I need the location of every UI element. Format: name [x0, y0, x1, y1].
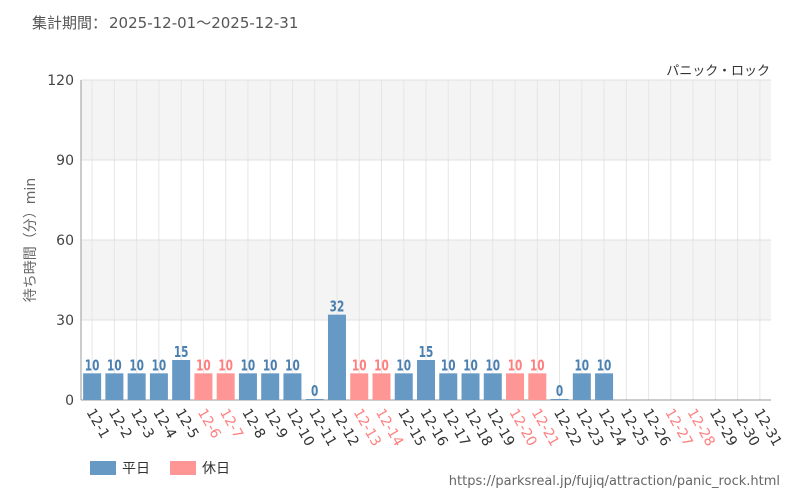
period-label: 集計期間： [32, 14, 108, 32]
bar-12-11 [305, 399, 324, 400]
legend-label-holiday: 休日 [202, 461, 230, 477]
data-label-12-3: 10 [129, 358, 144, 375]
data-label-12-5: 15 [174, 345, 189, 362]
source-url[interactable]: https://parksreal.jp/fujiq/attraction/pa… [448, 474, 780, 489]
data-label-12-24: 10 [597, 358, 612, 375]
bar-12-4 [149, 373, 168, 400]
bar-12-14 [372, 373, 391, 400]
bar-12-6 [194, 373, 213, 400]
data-label-12-12: 32 [330, 299, 345, 316]
y-tick-label: 30 [56, 313, 74, 329]
bar-12-12 [327, 314, 346, 400]
bar-12-24 [595, 373, 614, 400]
y-tick-label: 60 [56, 233, 74, 249]
data-label-12-13: 10 [352, 358, 367, 375]
bar-12-13 [350, 373, 369, 400]
data-label-12-15: 10 [396, 358, 411, 375]
legend: 平日 休日 [90, 458, 230, 478]
period-value: 2025-12-01〜2025-12-31 [109, 14, 299, 32]
data-label-12-16: 15 [419, 345, 434, 362]
bar-12-3 [127, 373, 146, 400]
data-label-12-2: 10 [107, 358, 122, 375]
period-header: 集計期間： 2025-12-01〜2025-12-31 [32, 12, 298, 33]
bar-12-16 [417, 360, 435, 400]
bar-12-9 [261, 373, 280, 400]
bar-12-1 [83, 373, 102, 400]
y-tick-label: 120 [47, 73, 74, 89]
bar-12-7 [216, 373, 235, 400]
bar-12-15 [394, 373, 413, 400]
data-label-12-8: 10 [241, 358, 256, 375]
bar-12-2 [105, 373, 124, 400]
data-label-12-23: 10 [574, 358, 589, 375]
bar-12-18 [461, 373, 480, 400]
data-label-12-17: 10 [441, 358, 456, 375]
bar-12-5 [172, 360, 191, 400]
legend-swatch-weekday [90, 461, 116, 475]
data-label-12-21: 10 [530, 358, 545, 375]
data-label-12-18: 10 [463, 358, 478, 375]
bar-12-23 [572, 373, 591, 400]
data-label-12-20: 10 [508, 358, 523, 375]
y-tick-label: 0 [65, 393, 74, 409]
data-label-12-10: 10 [285, 358, 300, 375]
bar-12-17 [439, 373, 458, 400]
y-tick-label: 90 [56, 153, 74, 169]
bar-12-10 [283, 373, 302, 400]
data-label-12-9: 10 [263, 358, 278, 375]
bar-12-20 [506, 373, 525, 400]
data-label-12-6: 10 [196, 358, 211, 375]
legend-item-holiday[interactable]: 休日 [170, 458, 230, 478]
bar-12-22 [550, 399, 569, 400]
legend-label-weekday: 平日 [122, 461, 150, 477]
data-label-12-14: 10 [374, 358, 389, 375]
legend-swatch-holiday [170, 461, 196, 475]
bar-12-19 [483, 373, 502, 400]
data-label-12-19: 10 [485, 358, 500, 375]
chart-title: パニック・ロック [666, 64, 770, 79]
legend-item-weekday[interactable]: 平日 [90, 458, 150, 478]
bar-12-8 [238, 373, 257, 400]
bar-12-21 [528, 373, 547, 400]
data-label-12-7: 10 [218, 358, 233, 375]
data-label-12-1: 10 [85, 358, 100, 375]
data-label-12-22: 0 [556, 384, 563, 401]
data-label-12-11: 0 [311, 384, 318, 401]
data-label-12-4: 10 [152, 358, 167, 375]
